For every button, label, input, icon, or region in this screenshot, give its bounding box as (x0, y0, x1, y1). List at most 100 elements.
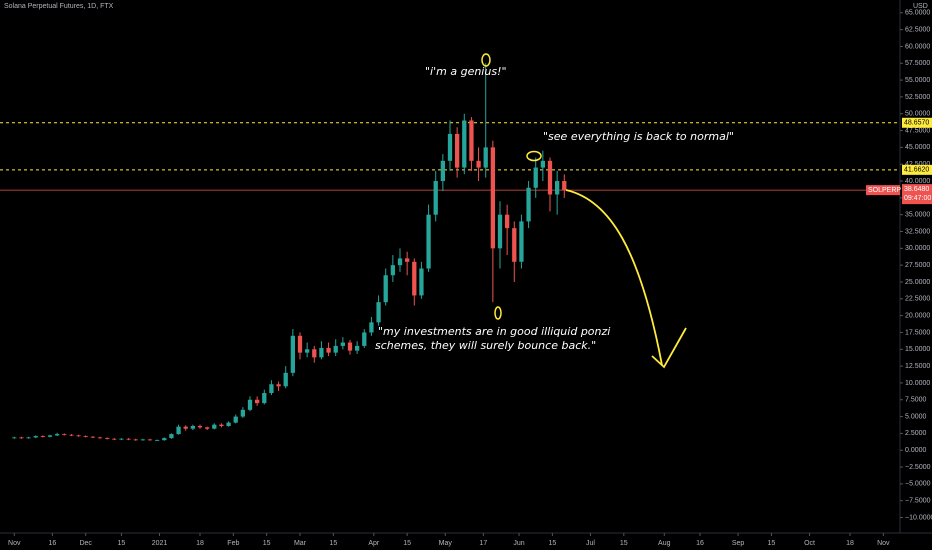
candle-body (462, 120, 467, 168)
candle-body (290, 335, 295, 373)
candle-body (162, 438, 167, 441)
candle-body (112, 438, 117, 440)
y-tick-label: 32.5000 (905, 228, 930, 235)
x-tick-label: 15 (768, 540, 776, 547)
candle-body (69, 434, 74, 436)
candle-body (119, 438, 124, 440)
candle-body (55, 434, 60, 436)
candle-body (212, 424, 217, 429)
chart-title: Solana Perpetual Futures, 1D, FTX (4, 3, 114, 10)
y-tick-label: 7.5000 (905, 397, 927, 404)
y-tick-label: 0.0000 (905, 447, 927, 454)
y-tick-label: 2.5000 (905, 430, 927, 437)
candle-body (62, 434, 67, 435)
last-price-symbol: SOLPERP (868, 187, 901, 194)
y-tick-label: 10.0000 (905, 380, 930, 387)
candle-body (505, 214, 510, 229)
price-line-badge (902, 164, 932, 175)
candle-body (90, 436, 95, 438)
candle-body (262, 393, 267, 404)
doodle-circle (526, 150, 542, 162)
x-tick-label: 18 (196, 540, 204, 547)
x-tick-label: May (439, 540, 453, 547)
candle-body (169, 434, 174, 439)
x-tick-label: Dec (79, 540, 92, 547)
x-tick-label: Mar (294, 540, 307, 547)
x-tick-label: 15 (118, 540, 126, 547)
candle-body (297, 335, 303, 353)
x-tick-label: 16 (696, 540, 704, 547)
x-tick-label: Feb (227, 540, 239, 547)
candle-body (276, 384, 281, 387)
candle-body (19, 437, 24, 439)
y-tick-label: 12.5000 (905, 363, 930, 370)
y-tick-label: 47.5000 (905, 127, 930, 134)
y-tick-label: −2.5000 (905, 464, 931, 471)
x-tick-label: 15 (403, 540, 411, 547)
candle-body (383, 275, 388, 303)
candle-body (240, 409, 245, 417)
y-tick-label: −5.0000 (905, 481, 931, 488)
annotation: schemes, they will surely bounce back." (375, 339, 596, 352)
currency: USD (913, 3, 928, 10)
y-tick-label: 55.0000 (905, 77, 930, 84)
price-line-label: 48.6570 (904, 120, 929, 127)
candle-body (247, 399, 253, 410)
last-price-countdown: 09:47:00 (904, 195, 931, 202)
candle-body (440, 160, 445, 182)
x-tick-label: 15 (329, 540, 337, 547)
doodle-arrow (565, 189, 663, 366)
y-tick-label: 27.5000 (905, 262, 930, 269)
candle-body (97, 437, 103, 439)
y-tick-label: 65.0000 (905, 10, 930, 17)
candle-body (533, 167, 538, 188)
candle-body (283, 372, 288, 387)
candle-body (126, 438, 131, 440)
y-tick-label: 22.5000 (905, 296, 930, 303)
candle-body (397, 258, 403, 266)
candle-body (226, 422, 231, 426)
candle-body (455, 133, 460, 168)
candle-body (305, 349, 310, 353)
x-tick-label: 15 (263, 540, 271, 547)
x-tick-label: 15 (548, 540, 556, 547)
price-line-label: 41.6620 (904, 167, 929, 174)
x-tick-label: Jun (513, 540, 524, 547)
candle-body (183, 426, 188, 429)
candle-body (426, 214, 431, 269)
x-tick-label: 17 (479, 540, 487, 547)
candle-body (540, 160, 545, 168)
x-tick-label: 2021 (152, 540, 168, 547)
candle-body (490, 147, 495, 249)
candle-body (233, 416, 238, 423)
candle-body (12, 437, 17, 439)
candle-body (476, 160, 481, 168)
candle-body (483, 147, 488, 168)
y-tick-label: 42.5000 (905, 161, 930, 168)
y-tick-label: 40.0000 (905, 178, 930, 185)
candle-body (83, 436, 88, 437)
candle-body (333, 345, 338, 353)
candle-body (269, 384, 274, 394)
annotation: "i'm a genius!" (425, 65, 507, 78)
candle-body (526, 187, 531, 222)
candle-body (205, 427, 210, 429)
candle-body (255, 399, 260, 404)
candle-body (47, 435, 53, 437)
doodle-arrow-head (651, 327, 687, 369)
plot: 65.0000 62.5000 60.0000 57.5000 55.0000 52.50… (0, 10, 932, 547)
price-line-badge (902, 117, 932, 128)
candle-body (340, 342, 345, 346)
candle-body (33, 436, 38, 438)
candle-body (312, 349, 317, 358)
y-tick-label: 30.0000 (905, 245, 930, 252)
candle-body (319, 347, 324, 358)
candle-body (405, 258, 410, 262)
candle-body (105, 438, 110, 439)
candle-body (412, 261, 417, 296)
candle-body (76, 435, 81, 437)
y-tick-label: 60.0000 (905, 43, 930, 50)
annotation: "my investments are in good illiquid pon… (378, 325, 610, 338)
x-tick-label: Nov (8, 540, 21, 547)
